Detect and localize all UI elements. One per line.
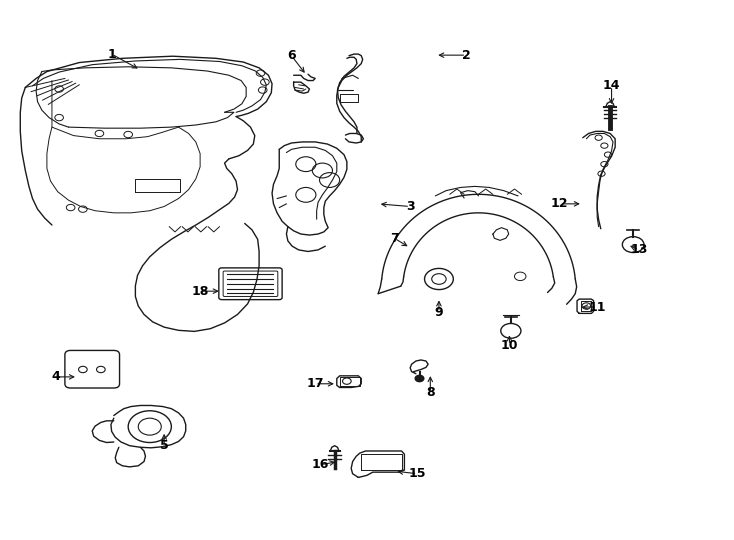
Text: 2: 2 xyxy=(462,49,470,62)
Circle shape xyxy=(415,375,424,382)
Text: 18: 18 xyxy=(192,285,208,298)
Text: 3: 3 xyxy=(406,200,415,213)
Text: 5: 5 xyxy=(160,439,169,452)
Text: 10: 10 xyxy=(501,339,518,352)
Text: 17: 17 xyxy=(307,377,324,390)
Text: 16: 16 xyxy=(311,458,329,471)
Text: 11: 11 xyxy=(589,301,606,314)
Text: 7: 7 xyxy=(390,232,399,245)
Text: 9: 9 xyxy=(435,306,443,319)
Text: 6: 6 xyxy=(287,49,296,62)
Text: 12: 12 xyxy=(551,197,569,211)
Text: 14: 14 xyxy=(603,79,620,92)
Text: 4: 4 xyxy=(52,370,61,383)
Text: 1: 1 xyxy=(107,48,116,60)
Text: 13: 13 xyxy=(631,244,647,256)
Text: 8: 8 xyxy=(426,386,435,399)
Text: 15: 15 xyxy=(409,467,426,480)
